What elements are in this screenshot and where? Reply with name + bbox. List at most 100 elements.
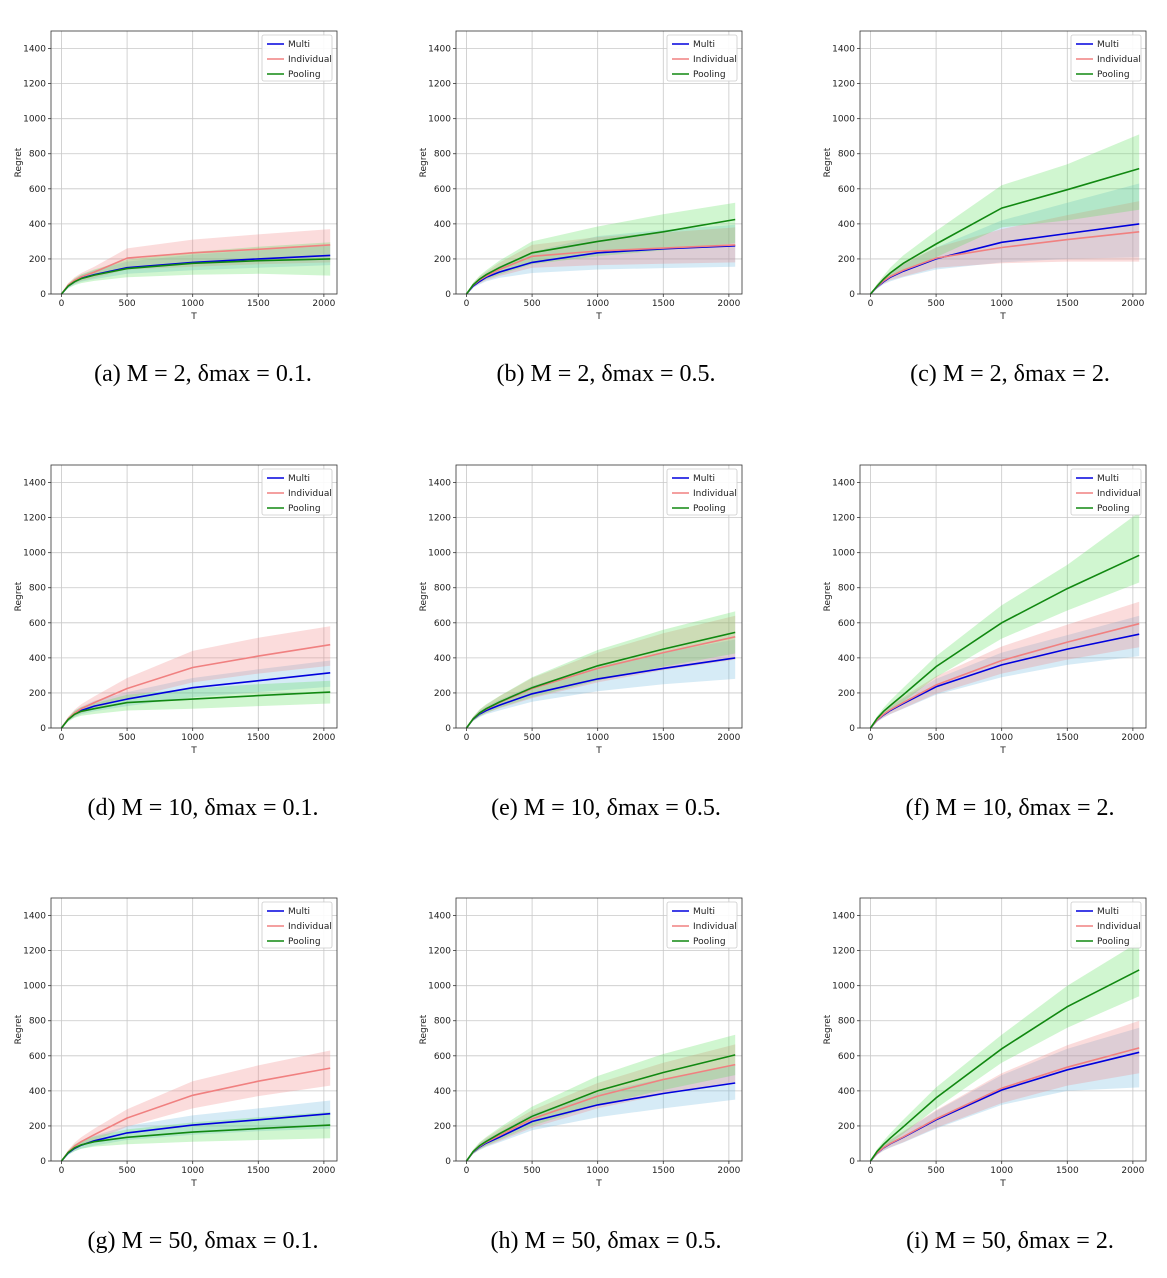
y-tick-label: 0 xyxy=(445,724,451,734)
x-tick-label: 1000 xyxy=(990,299,1013,309)
x-tick-label: 0 xyxy=(59,733,65,743)
y-tick-label: 0 xyxy=(849,1157,855,1167)
x-axis-label: T xyxy=(999,312,1006,322)
x-tick-label: 1000 xyxy=(181,1166,204,1176)
y-tick-label: 200 xyxy=(434,255,451,265)
legend-box xyxy=(1070,34,1142,82)
subplot-caption: (i) M = 50, δmax = 2. xyxy=(906,1228,1114,1254)
y-tick-label: 1400 xyxy=(428,479,451,489)
line-pooling xyxy=(60,258,331,295)
y-axis-label: Regret xyxy=(823,1014,833,1044)
x-tick-label: 1000 xyxy=(586,733,609,743)
subplot-b: 0 500 1000 1500 2000 0 200 400 600 800 1000 1200 140… xyxy=(419,30,743,387)
y-tick-label: 400 xyxy=(29,654,46,664)
y-tick-label: 200 xyxy=(838,255,855,265)
subplot-caption: (g) M = 50, δmax = 0.1. xyxy=(87,1228,318,1254)
legend: Multi Individual Pooling xyxy=(1070,901,1142,949)
x-tick-label: 500 xyxy=(523,1166,540,1176)
y-tick-label: 1200 xyxy=(832,514,855,524)
band-individual xyxy=(466,227,736,294)
axes-frame xyxy=(455,30,743,295)
x-tick-label: 500 xyxy=(523,733,540,743)
x-tick-label: 1000 xyxy=(586,299,609,309)
legend-label-multi: Multi xyxy=(1097,907,1119,917)
y-tick-label: 1200 xyxy=(23,947,46,957)
x-tick-label: 0 xyxy=(464,1166,470,1176)
x-tick-label: 0 xyxy=(868,1166,874,1176)
y-tick-label: 400 xyxy=(838,1087,855,1097)
y-tick-label: 200 xyxy=(838,689,855,699)
line-individual xyxy=(869,622,1140,729)
band-multi xyxy=(61,660,331,728)
legend-label-individual: Individual xyxy=(693,922,737,932)
subplot-caption: (h) M = 50, δmax = 0.5. xyxy=(490,1228,721,1254)
x-tick-label: 2000 xyxy=(717,299,740,309)
y-tick-label: 600 xyxy=(29,1052,46,1062)
line-pooling xyxy=(465,631,736,729)
y-axis-label: Regret xyxy=(419,1014,429,1044)
y-tick-label: 400 xyxy=(29,1087,46,1097)
x-tick-label: 1000 xyxy=(181,733,204,743)
subplot-caption: (e) M = 10, δmax = 0.5. xyxy=(491,795,721,821)
x-tick-label: 2000 xyxy=(312,299,335,309)
axes-frame xyxy=(455,464,743,729)
y-tick-label: 600 xyxy=(434,185,451,195)
x-tick-label: 1500 xyxy=(652,299,675,309)
x-tick-label: 1000 xyxy=(181,299,204,309)
y-tick-label: 200 xyxy=(29,689,46,699)
subplot-f: 0 500 1000 1500 2000 0 200 400 600 800 1000 1200 140… xyxy=(823,464,1147,821)
legend-label-multi: Multi xyxy=(693,907,715,917)
y-tick-label: 0 xyxy=(445,1157,451,1167)
legend: Multi Individual Pooling xyxy=(666,901,738,949)
axes-frame xyxy=(859,30,1147,295)
y-axis-label: Regret xyxy=(823,147,833,177)
y-tick-label: 800 xyxy=(434,150,451,160)
x-tick-label: 1000 xyxy=(586,1166,609,1176)
legend-box xyxy=(261,901,333,949)
x-tick-label: 2000 xyxy=(1121,1166,1144,1176)
line-individual xyxy=(60,244,331,295)
legend-label-multi: Multi xyxy=(1097,40,1119,50)
axes-frame xyxy=(859,897,1147,1162)
axes-frame xyxy=(859,464,1147,729)
x-axis-label: T xyxy=(595,312,602,322)
axes-frame xyxy=(50,30,338,295)
y-tick-label: 1000 xyxy=(23,982,46,992)
subplot-e: 0 500 1000 1500 2000 0 200 400 600 800 1000 1200 140… xyxy=(419,464,743,821)
y-tick-label: 1200 xyxy=(832,947,855,957)
band-multi xyxy=(61,1100,331,1161)
legend-box xyxy=(261,468,333,516)
subplot-c: 0 500 1000 1500 2000 0 200 400 600 800 1000 1200 140… xyxy=(823,30,1147,387)
subplot-caption: (c) M = 2, δmax = 2. xyxy=(910,361,1110,387)
band-individual xyxy=(61,1050,331,1161)
legend-label-multi: Multi xyxy=(1097,474,1119,484)
band-multi xyxy=(61,245,331,294)
x-tick-label: 0 xyxy=(59,1166,65,1176)
y-axis-label: Regret xyxy=(14,1014,24,1044)
y-tick-label: 1000 xyxy=(428,115,451,125)
legend-box xyxy=(1070,468,1142,516)
y-tick-label: 1400 xyxy=(23,45,46,55)
y-tick-label: 600 xyxy=(838,619,855,629)
legend-label-multi: Multi xyxy=(288,474,310,484)
y-tick-label: 1000 xyxy=(428,982,451,992)
x-tick-label: 2000 xyxy=(717,1166,740,1176)
legend-label-pooling: Pooling xyxy=(288,70,321,80)
y-tick-label: 0 xyxy=(849,724,855,734)
legend: Multi Individual Pooling xyxy=(1070,468,1142,516)
x-tick-label: 500 xyxy=(927,1166,944,1176)
subplot-g: 0 500 1000 1500 2000 0 200 400 600 800 1000 1200 140… xyxy=(14,897,338,1254)
y-tick-label: 600 xyxy=(838,1052,855,1062)
y-tick-label: 400 xyxy=(29,220,46,230)
y-tick-label: 1200 xyxy=(832,80,855,90)
band-individual xyxy=(466,1044,736,1161)
x-axis-label: T xyxy=(999,746,1006,756)
line-multi xyxy=(465,245,736,295)
band-multi xyxy=(466,639,736,728)
legend-label-pooling: Pooling xyxy=(1097,937,1130,947)
x-tick-label: 1500 xyxy=(652,733,675,743)
y-tick-label: 800 xyxy=(29,150,46,160)
x-tick-label: 1500 xyxy=(247,299,270,309)
y-axis-label: Regret xyxy=(14,581,24,611)
subplot-caption: (d) M = 10, δmax = 0.1. xyxy=(87,795,318,821)
